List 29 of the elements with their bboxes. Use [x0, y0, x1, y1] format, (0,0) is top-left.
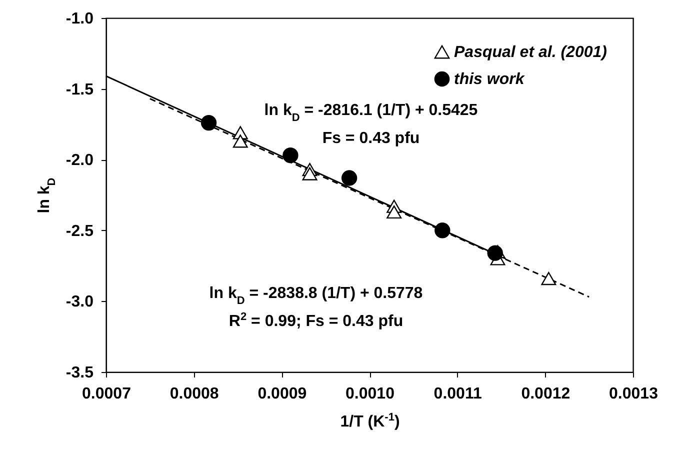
x-tick-label: 0.0010 — [346, 386, 395, 402]
y-tick-label: -2.0 — [66, 152, 94, 170]
y-tick-label: -3.0 — [66, 294, 94, 311]
x-tick-label: 0.0012 — [521, 386, 570, 402]
x-tick-label: 0.0009 — [258, 386, 307, 402]
x-tick-label: 0.0011 — [434, 386, 482, 402]
point — [302, 167, 318, 180]
annotation: ln k$_{D}$ = -2816.1 (1/T) + 0.5425 — [264, 102, 478, 124]
point — [282, 148, 298, 164]
point — [541, 272, 556, 286]
x-axis-title: 1/T (K$^{-1}$) — [340, 412, 400, 430]
x-tick-label: 0.0008 — [170, 386, 219, 402]
point — [232, 134, 248, 148]
annotation: Fs = 0.43 pfu — [322, 130, 420, 147]
y-tick-label: -1.0 — [66, 10, 94, 28]
annotation: ln k$_{D}$ = -2838.8 (1/T) + 0.5778 — [209, 285, 423, 307]
legend-label: this work — [454, 71, 526, 88]
point — [386, 205, 402, 219]
point — [434, 222, 450, 238]
y-tick-label: -2.5 — [66, 222, 94, 240]
x-tick-label: 0.0013 — [609, 386, 658, 402]
x-tick-label: 0.0007 — [82, 386, 132, 402]
legend-label: Pasqual et al. (2001) — [454, 44, 607, 61]
y-tick-label: -1.5 — [66, 81, 94, 98]
point — [487, 245, 503, 261]
annotation: R$^{2}$ = 0.99; Fs = 0.43 pfu — [228, 311, 404, 330]
point — [341, 170, 358, 186]
point — [200, 114, 217, 131]
y-tick-label: -3.5 — [66, 364, 94, 382]
